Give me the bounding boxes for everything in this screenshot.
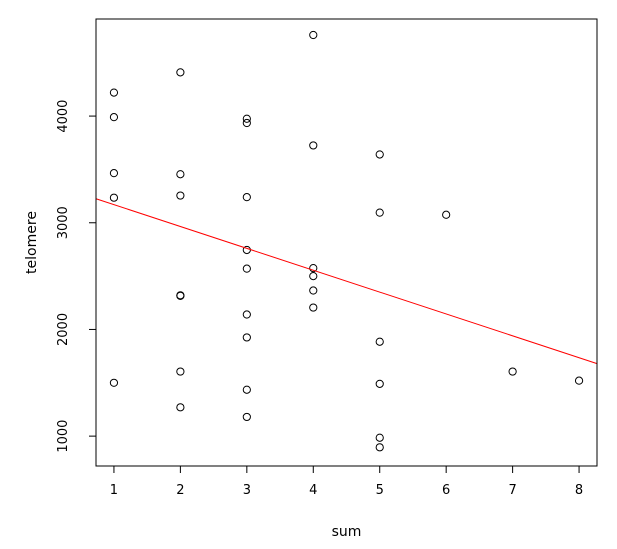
data-point [109, 378, 119, 387]
data-point [109, 113, 119, 122]
y-tick-label: 2000 [56, 313, 71, 346]
data-point [508, 367, 517, 376]
x-tick-label: 1 [110, 483, 118, 498]
plot-frame [95, 18, 598, 467]
x-tick-label: 7 [508, 483, 516, 498]
data-point [242, 193, 251, 202]
data-point [309, 264, 318, 273]
data-point [442, 210, 451, 219]
x-axis-title: sum [332, 524, 362, 540]
data-point [375, 433, 384, 442]
data-point [375, 379, 384, 388]
data-point [375, 208, 384, 217]
data-point [109, 169, 119, 178]
data-point [109, 88, 119, 97]
data-point [574, 376, 584, 385]
y-axis: 1000 2000 3000 4000 [56, 100, 97, 453]
data-point [176, 68, 185, 77]
data-point [242, 264, 251, 273]
data-point [375, 150, 384, 159]
data-point [309, 272, 318, 281]
data-point [309, 286, 318, 295]
data-point [242, 118, 251, 128]
data-point [309, 303, 318, 312]
data-point [176, 291, 185, 300]
data-point [242, 114, 251, 123]
x-tick-label: 2 [176, 483, 184, 498]
x-tick-label: 3 [243, 483, 251, 498]
y-axis-title: telomere [24, 211, 40, 274]
data-point [242, 310, 251, 319]
data-point [242, 412, 251, 422]
data-point [375, 443, 384, 452]
data-point [309, 141, 318, 150]
data-point [242, 333, 251, 342]
data-point [242, 385, 251, 394]
regression-line [95, 198, 598, 365]
data-point [176, 367, 185, 376]
data-point [109, 193, 119, 202]
data-point [309, 30, 318, 40]
data-point [176, 170, 185, 179]
data-point [176, 403, 185, 412]
x-tick-label: 6 [442, 483, 450, 498]
x-tick-label: 5 [376, 483, 384, 498]
y-tick-label: 1000 [56, 420, 71, 453]
data-point [375, 337, 384, 346]
y-tick-label: 3000 [56, 206, 71, 239]
x-tick-label: 4 [309, 483, 317, 498]
x-axis: 1 2 3 4 5 6 7 8 [110, 465, 583, 498]
data-point [176, 191, 185, 200]
data-points [109, 30, 584, 452]
x-tick-label: 8 [575, 483, 583, 498]
y-tick-label: 4000 [56, 100, 71, 133]
